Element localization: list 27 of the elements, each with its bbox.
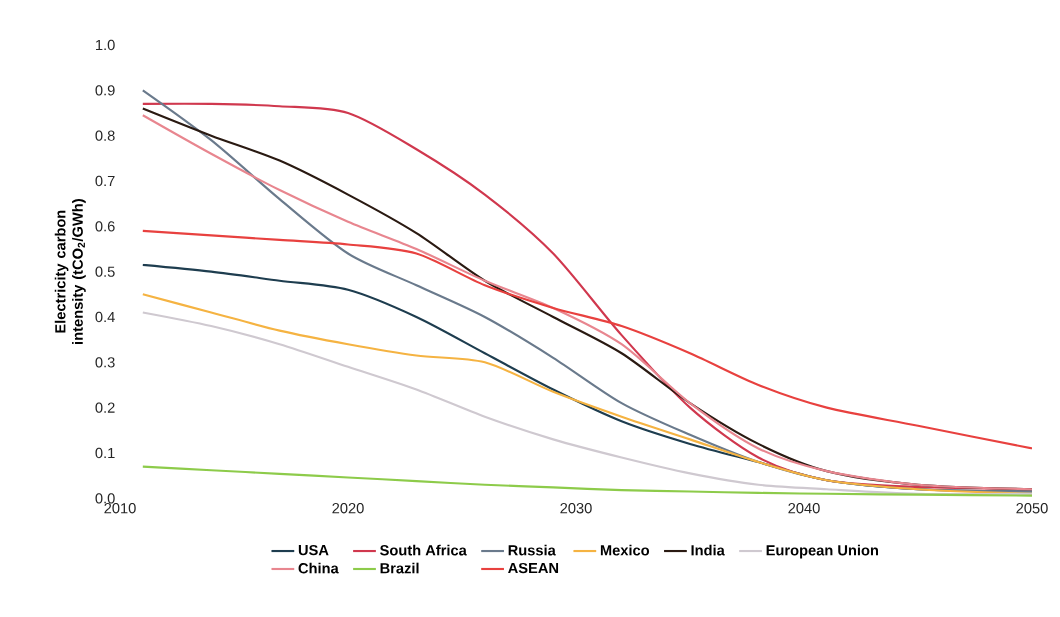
x-tick-label: 2020 bbox=[332, 503, 364, 514]
y-tick-label: 0.6 bbox=[95, 221, 115, 232]
legend-label: Mexico bbox=[600, 544, 650, 556]
legend-label: ASEAN bbox=[508, 562, 559, 574]
x-tick-label: 2030 bbox=[560, 503, 592, 514]
y-tick-label: 0.7 bbox=[95, 175, 115, 187]
legend-label: Russia bbox=[508, 544, 556, 556]
line-series bbox=[141, 229, 1032, 450]
y-tick-label: 0.0 bbox=[95, 493, 115, 504]
legend-label: China bbox=[298, 562, 339, 574]
legend-label: European Union bbox=[766, 544, 879, 559]
y-tick-label: 0.9 bbox=[95, 85, 115, 96]
y-tick-label: 0.1 bbox=[95, 447, 115, 459]
legend-label: South Africa bbox=[380, 544, 467, 556]
x-tick-label: 2040 bbox=[788, 503, 820, 514]
y-tick-label: 1.0 bbox=[96, 39, 115, 51]
x-tick-label: 2010 bbox=[104, 503, 136, 514]
y-tick-label: 0.3 bbox=[95, 357, 115, 368]
legend-label: Brazil bbox=[380, 562, 419, 574]
legend-label: India bbox=[691, 544, 725, 556]
y-tick-label: 0.2 bbox=[95, 402, 115, 413]
y-tick-label: 0.5 bbox=[95, 266, 115, 277]
legend-label: USA bbox=[298, 544, 329, 556]
x-tick-label: 2050 bbox=[1016, 503, 1048, 514]
y-tick-label: 0.4 bbox=[95, 311, 115, 323]
line-series bbox=[141, 465, 1032, 497]
y-tick-label: 0.8 bbox=[95, 130, 115, 141]
